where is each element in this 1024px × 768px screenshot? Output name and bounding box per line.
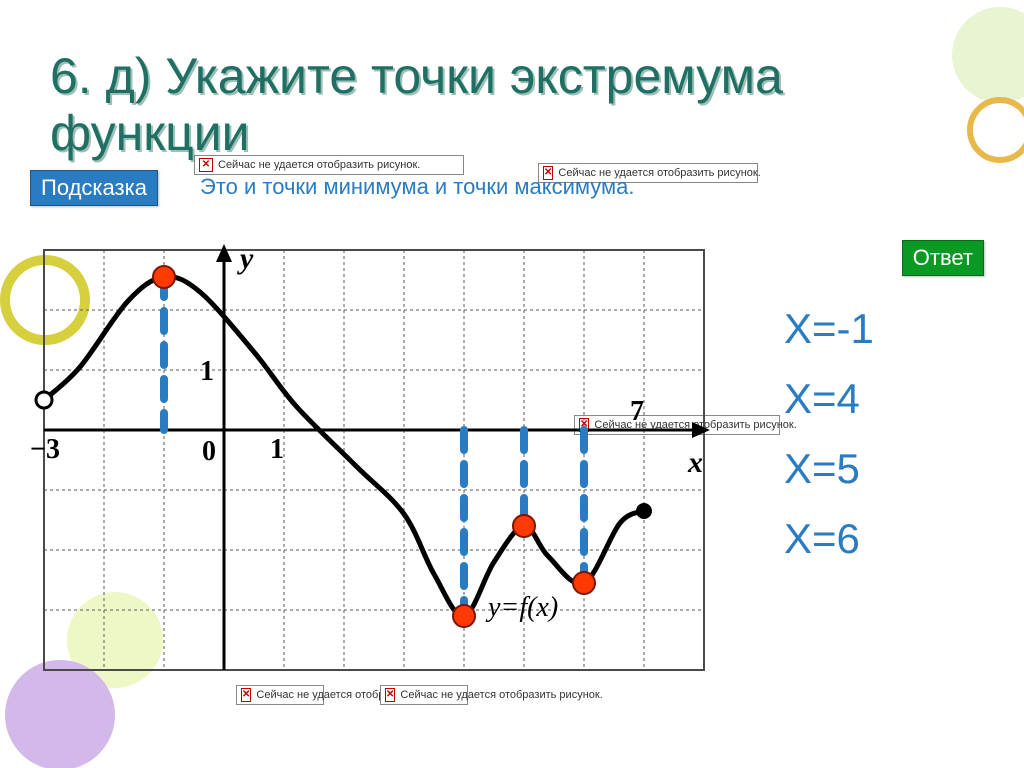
answer-item: X=6: [784, 515, 984, 563]
svg-text:x: x: [687, 446, 703, 479]
answer-item: X=-1: [784, 305, 984, 353]
svg-text:−3: −3: [30, 434, 60, 465]
answer-label: Ответ: [913, 245, 973, 270]
broken-image-placeholder: ✕Сейчас не удается отобразить рисунок.: [194, 155, 464, 175]
svg-text:y=f(x): y=f(x): [485, 592, 558, 623]
slide: 6. д) Укажите точки экстремума функции ✕…: [0, 0, 1024, 768]
svg-text:y: y: [237, 242, 254, 275]
answer-item: X=5: [784, 445, 984, 493]
function-chart: y x −3 1 7 1 0 y=f(x): [24, 230, 724, 690]
answer-button[interactable]: Ответ: [902, 240, 984, 276]
answer-item: X=4: [784, 375, 984, 423]
hint-text: Это и точки минимума и точки максимума.: [200, 174, 635, 200]
svg-text:1: 1: [200, 356, 214, 387]
hint-label: Подсказка: [41, 175, 147, 200]
hint-button[interactable]: Подсказка: [30, 170, 158, 206]
slide-title: 6. д) Укажите точки экстремума функции: [50, 48, 990, 163]
svg-text:1: 1: [270, 434, 284, 465]
svg-text:0: 0: [202, 436, 216, 467]
title-text: 6. д) Укажите точки экстремума функции: [50, 48, 783, 162]
answers-list: X=-1 X=4 X=5 X=6: [784, 305, 984, 585]
svg-text:7: 7: [630, 396, 644, 427]
